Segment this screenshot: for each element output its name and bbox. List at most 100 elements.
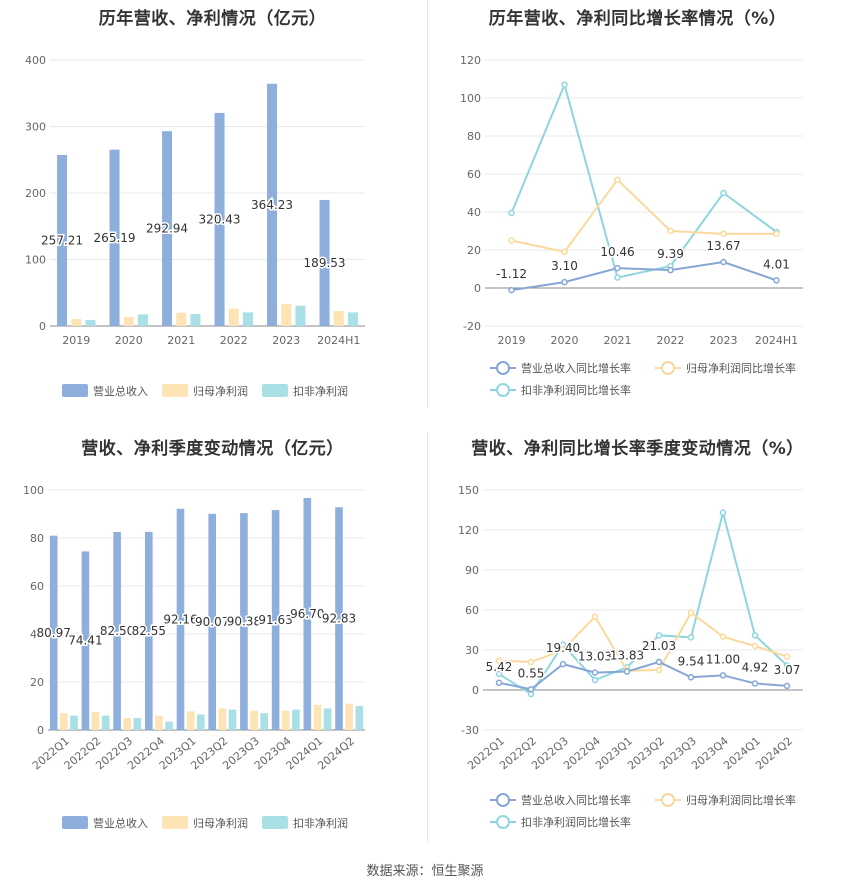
bar-扣非净利润 [260, 713, 268, 730]
legend-label: 扣非净利润 [293, 384, 348, 398]
x-tick-label: 2019 [498, 334, 526, 347]
bar-扣非净利润 [323, 708, 332, 730]
legend-label: 归母净利润 [193, 816, 248, 830]
data-point [773, 230, 780, 238]
y-tick-label: 400 [25, 54, 46, 67]
bar-归母净利润 [123, 317, 134, 326]
y-tick-label: 40 [467, 206, 481, 219]
data-point [559, 646, 567, 654]
data-point [508, 286, 515, 294]
data-label: 364.23 [251, 198, 293, 212]
bar-营业总收入 [271, 510, 280, 730]
chart-panel-annual-bar: 历年营收、净利情况（亿元） 0 100 200 300 400 2019 2020 2021 2… [0, 0, 425, 420]
x-tick-label: 2020 [551, 334, 579, 347]
bar-归母净利润 [250, 710, 258, 730]
y-tick-label: 80 [467, 130, 481, 143]
chart-title: 历年营收、净利情况（亿元） [98, 9, 327, 29]
x-tick-label: 2022 [220, 334, 248, 347]
legend-swatch [162, 816, 188, 829]
legend-label: 归母净利润 [193, 384, 248, 398]
y-tick-label: 0 [474, 282, 481, 295]
y-tick-label: 20 [467, 244, 481, 257]
data-label: 13.03 [578, 650, 612, 664]
bar-扣非净利润 [292, 709, 300, 730]
data-point [623, 668, 631, 675]
y-tick-label: 200 [25, 187, 46, 200]
y-tick-label: 90 [465, 564, 479, 577]
bar-营业总收入 [335, 507, 343, 730]
chart-annual-line: -20 0 20 40 60 80 100 120 2019 2020 2021 2022 2023 20… [460, 54, 803, 397]
series-line-归母净利润同比增长率 [498, 611, 788, 672]
data-label: 257.21 [41, 233, 83, 247]
data-point [719, 672, 727, 679]
bar-扣非净利润 [242, 312, 253, 326]
legend-marker [496, 815, 510, 829]
chart-quarter-line: -3003060901201502022Q12022Q22022Q32022Q4… [458, 484, 803, 829]
data-point [655, 666, 663, 674]
bar-归母净利润 [313, 704, 322, 730]
data-point [495, 670, 503, 678]
chart-panel-quarter-line: 营收、净利同比增长率季度变动情况（%） -30 0 30 60 90 120 150 2022… [425, 432, 850, 852]
data-point [561, 81, 568, 88]
data-label: 74.41 [68, 634, 102, 648]
data-point [751, 680, 759, 687]
data-point [773, 277, 780, 284]
x-tick-label: 2024H1 [317, 334, 360, 347]
chart-quarter-bar: 0204060801002022Q12022Q22022Q32022Q42023… [23, 484, 365, 830]
data-label: 91.63 [258, 613, 292, 627]
bar-扣非净利润 [228, 709, 237, 730]
data-source: 数据来源：恒生聚源 [366, 864, 484, 879]
data-point [614, 274, 621, 281]
data-point [667, 266, 674, 274]
data-label: 9.39 [657, 247, 684, 261]
data-label: 10.46 [600, 245, 634, 259]
bar-扣非净利润 [295, 305, 306, 326]
data-label: 11.00 [706, 652, 740, 666]
legend-marker [661, 361, 675, 375]
series-line-扣非净利润同比增长率 [510, 81, 778, 279]
bar-营业总收入 [214, 112, 225, 326]
data-point [614, 176, 621, 183]
bar-营业总收入 [267, 83, 278, 326]
x-tick-label: 2021 [604, 334, 632, 347]
series-line-归母净利润同比增长率 [511, 178, 777, 254]
bar-扣非净利润 [137, 314, 148, 326]
bar-营业总收入 [176, 508, 185, 730]
y-tick-label: 60 [30, 580, 44, 593]
data-label: 21.03 [642, 639, 676, 653]
bar-扣非净利润 [133, 718, 142, 730]
y-tick-label: 100 [23, 484, 44, 497]
y-tick-label: 80 [30, 532, 44, 545]
data-point [559, 660, 567, 668]
data-point [783, 662, 791, 669]
data-point [687, 609, 695, 616]
legend-marker [661, 793, 675, 807]
data-label: 5.42 [486, 660, 513, 674]
legend-label: 归母净利润同比增长率 [686, 793, 796, 807]
data-label: 3.07 [774, 663, 801, 677]
legend-label: 扣非净利润 [293, 816, 348, 830]
data-label: 96.70 [290, 607, 324, 621]
series-line-营业总收入同比增长率 [511, 261, 777, 292]
legend-swatch [62, 816, 88, 829]
y-tick-label: 60 [467, 168, 481, 181]
legend-label: 营业总收入同比增长率 [521, 361, 631, 375]
legend-label: 扣非净利润同比增长率 [521, 383, 631, 397]
data-label: 9.54 [678, 654, 705, 668]
data-point [561, 278, 568, 286]
data-label: 13.67 [706, 239, 740, 253]
data-label: 4.92 [742, 660, 769, 674]
bar-扣非净利润 [85, 320, 96, 326]
legend-label: 扣非净利润同比增长率 [521, 815, 631, 829]
chart-annual-bar: 0 100 200 300 400 2019 2020 2021 2022 2023 2024H1 2… [25, 54, 365, 398]
x-tick-label: 2022 [657, 334, 685, 347]
data-label: -1.12 [496, 267, 527, 281]
data-label: 265.19 [94, 231, 136, 245]
bar-归母净利润 [60, 713, 68, 730]
chart-panel-annual-line: 历年营收、净利同比增长率情况（%） -20 0 20 40 60 80 100 120 2019… [425, 0, 850, 420]
legend-label: 营业总收入同比增长率 [521, 793, 631, 807]
bar-营业总收入 [109, 149, 120, 326]
data-point [508, 209, 515, 217]
bar-归母净利润 [333, 311, 344, 326]
data-label: 92.83 [322, 612, 356, 626]
